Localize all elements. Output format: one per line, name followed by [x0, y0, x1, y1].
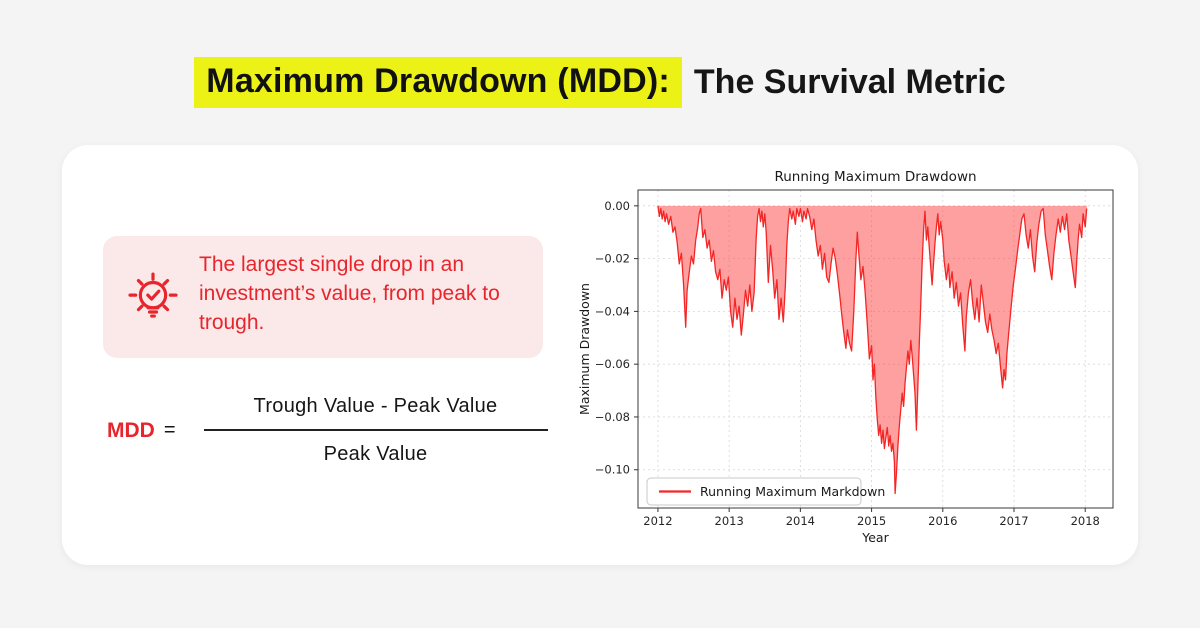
formula-lhs: MDD	[107, 418, 155, 442]
formula-equals: =	[163, 419, 176, 441]
y-tick-label: −0.02	[595, 252, 630, 266]
mdd-formula: MDD = Trough Value - Peak Value Peak Val…	[107, 393, 548, 468]
drawdown-chart-container: 2012 2013 2014 2015 2016 2017 2018 0.00 −0.02 −0.…	[567, 160, 1132, 560]
y-tick-label: −0.10	[595, 463, 630, 477]
chart-title: Running Maximum Drawdown	[774, 169, 976, 185]
drawdown-chart: 2012 2013 2014 2015 2016 2017 2018 0.00 −0.02 −0.…	[577, 169, 1114, 545]
x-tick-label: 2015	[857, 514, 886, 528]
legend-box	[646, 477, 862, 506]
page-title: Maximum Drawdown (MDD): The Survival Met…	[0, 57, 1200, 108]
content-card: The largest single drop in an investment…	[62, 145, 1138, 565]
y-tick-label: −0.08	[595, 410, 630, 424]
y-tick-label: −0.04	[595, 304, 630, 318]
fraction-bar	[203, 429, 548, 431]
formula-fraction: Trough Value - Peak Value Peak Value	[203, 393, 548, 468]
title-highlight: Maximum Drawdown (MDD):	[194, 57, 682, 108]
y-axis-label: Maximum Drawdown	[577, 283, 592, 415]
formula-denominator: Peak Value	[323, 443, 428, 465]
definition-text: The largest single drop in an investment…	[199, 253, 500, 334]
y-tick-label: −0.06	[595, 357, 630, 371]
x-tick-label: 2014	[786, 514, 815, 528]
lightbulb-check-icon	[123, 267, 183, 327]
x-tick-label: 2012	[643, 514, 672, 528]
legend-label: Running Maximum Markdown	[700, 484, 885, 499]
title-subtitle: The Survival Metric	[693, 63, 1006, 101]
formula-numerator: Trough Value - Peak Value	[253, 395, 498, 417]
x-tick-label: 2016	[928, 514, 957, 528]
plot-border	[637, 189, 1114, 509]
drawdown-line	[657, 205, 1088, 495]
x-tick-label: 2013	[715, 514, 744, 528]
y-tick-label: 0.00	[604, 199, 630, 213]
x-tick-label: 2018	[1071, 514, 1100, 528]
x-axis-label: Year	[861, 530, 889, 545]
definition-callout: The largest single drop in an investment…	[103, 236, 543, 358]
x-tick-label: 2017	[999, 514, 1028, 528]
